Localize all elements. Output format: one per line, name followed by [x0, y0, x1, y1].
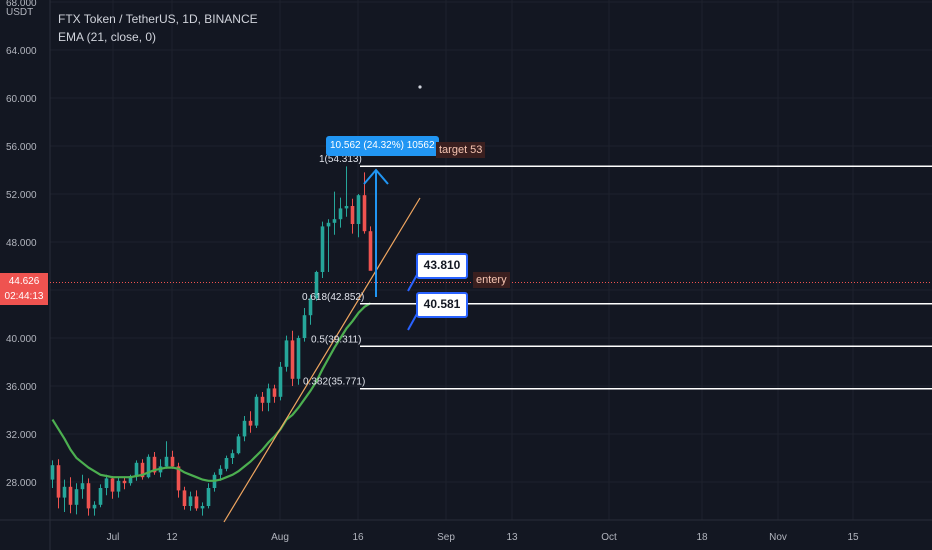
candle-body[interactable] — [50, 465, 55, 480]
candle-body[interactable] — [98, 488, 103, 505]
candle-body[interactable] — [74, 489, 79, 505]
candle-body[interactable] — [332, 219, 337, 223]
candle-body[interactable] — [308, 298, 313, 316]
fib-level-label: 0.5(39.311) — [311, 334, 361, 345]
candle-body[interactable] — [170, 456, 175, 467]
candle-body[interactable] — [368, 231, 373, 271]
y-tick-label: 36.000 — [6, 382, 37, 393]
y-tick-label: 60.000 — [6, 94, 37, 105]
candle-body[interactable] — [218, 468, 223, 475]
candle-body[interactable] — [356, 195, 361, 224]
price-unit-label: USDT — [6, 7, 34, 18]
candle-body[interactable] — [314, 272, 319, 299]
trendline[interactable] — [223, 197, 421, 523]
candle-body[interactable] — [86, 483, 91, 509]
y-tick-label: 48.000 — [6, 238, 37, 249]
x-tick-label: 13 — [506, 532, 518, 543]
candle-body[interactable] — [284, 340, 289, 367]
candle-body[interactable] — [104, 478, 109, 488]
x-tick-label: Aug — [271, 532, 289, 543]
candle-body[interactable] — [248, 420, 253, 426]
candle-body[interactable] — [224, 458, 229, 469]
candle-body[interactable] — [278, 366, 283, 397]
target-note[interactable]: target 53 — [436, 142, 486, 158]
candle-body[interactable] — [302, 315, 307, 338]
candle-body[interactable] — [92, 504, 97, 509]
candle-body[interactable] — [320, 226, 325, 272]
candle-body[interactable] — [62, 486, 67, 498]
candle-body[interactable] — [362, 195, 367, 232]
candle-body[interactable] — [152, 456, 157, 473]
candle-body[interactable] — [110, 478, 115, 492]
x-tick-label: Sep — [437, 532, 455, 543]
candle-body[interactable] — [140, 462, 145, 478]
candle-body[interactable] — [230, 453, 235, 458]
candle-body[interactable] — [260, 396, 265, 403]
candle-body[interactable] — [182, 490, 187, 506]
candle-body[interactable] — [128, 476, 133, 484]
bar-countdown: 02:44:13 — [4, 291, 44, 302]
candle-body[interactable] — [116, 480, 121, 492]
candle-body[interactable] — [122, 480, 127, 484]
candle-body[interactable] — [206, 488, 211, 506]
last-price-value: 44.626 — [8, 276, 40, 287]
last-price-tag: 44.626 02:44:13 — [0, 273, 48, 305]
x-tick-label: 15 — [847, 532, 859, 543]
symbol-title[interactable]: FTX Token / TetherUS, 1D, BINANCE — [58, 12, 258, 26]
callout-lower[interactable]: 40.581 — [416, 292, 468, 318]
fib-level-label: 0.618(42.852) — [302, 292, 364, 303]
y-tick-label: 52.000 — [6, 190, 37, 201]
candle-body[interactable] — [344, 206, 349, 209]
candle-body[interactable] — [188, 496, 193, 506]
fib-level-label: 0.382(35.771) — [303, 377, 365, 388]
fib-level-label: 1(54.313) — [319, 154, 362, 165]
candle-body[interactable] — [80, 483, 85, 490]
entry-note[interactable]: entery — [473, 272, 510, 288]
candle-body[interactable] — [272, 388, 277, 397]
x-tick-label: Nov — [769, 532, 787, 543]
y-tick-label: 28.000 — [6, 478, 37, 489]
y-tick-label: 64.000 — [6, 46, 37, 57]
x-tick-label: 18 — [696, 532, 708, 543]
y-tick-label: 40.000 — [6, 334, 37, 345]
x-tick-label: Jul — [107, 532, 120, 543]
y-tick-label: 68.000 — [6, 0, 37, 9]
candle-body[interactable] — [194, 496, 199, 509]
x-tick-label: 12 — [166, 532, 178, 543]
measure-arrow-head — [363, 168, 389, 185]
candle-body[interactable] — [200, 506, 205, 509]
candle-body[interactable] — [68, 486, 73, 505]
candle-body[interactable] — [134, 462, 139, 476]
x-tick-label: Oct — [601, 532, 617, 543]
measure-label[interactable]: 10.562 (24.32%) 10562 — [326, 136, 439, 156]
candle-body[interactable] — [236, 436, 241, 454]
candle-body[interactable] — [290, 340, 295, 379]
candle-body[interactable] — [296, 338, 301, 379]
marker-dot — [418, 85, 422, 89]
candle-body[interactable] — [56, 465, 61, 498]
candle-body[interactable] — [350, 206, 355, 224]
ema-line[interactable] — [51, 302, 372, 482]
candle-body[interactable] — [338, 208, 343, 220]
candle-body[interactable] — [164, 456, 169, 467]
candle-body[interactable] — [254, 396, 259, 426]
callout-upper[interactable]: 43.810 — [416, 253, 468, 279]
candle-body[interactable] — [146, 456, 151, 478]
y-tick-label: 56.000 — [6, 142, 37, 153]
candle-body[interactable] — [326, 222, 331, 227]
candle-body[interactable] — [176, 466, 181, 491]
ema-legend[interactable]: EMA (21, close, 0) — [58, 30, 157, 44]
x-tick-label: 16 — [352, 532, 364, 543]
chart-legend: FTX Token / TetherUS, 1D, BINANCE EMA (2… — [58, 10, 258, 46]
y-tick-label: 32.000 — [6, 430, 37, 441]
candle-body[interactable] — [242, 420, 247, 437]
candle-body[interactable] — [266, 388, 271, 403]
